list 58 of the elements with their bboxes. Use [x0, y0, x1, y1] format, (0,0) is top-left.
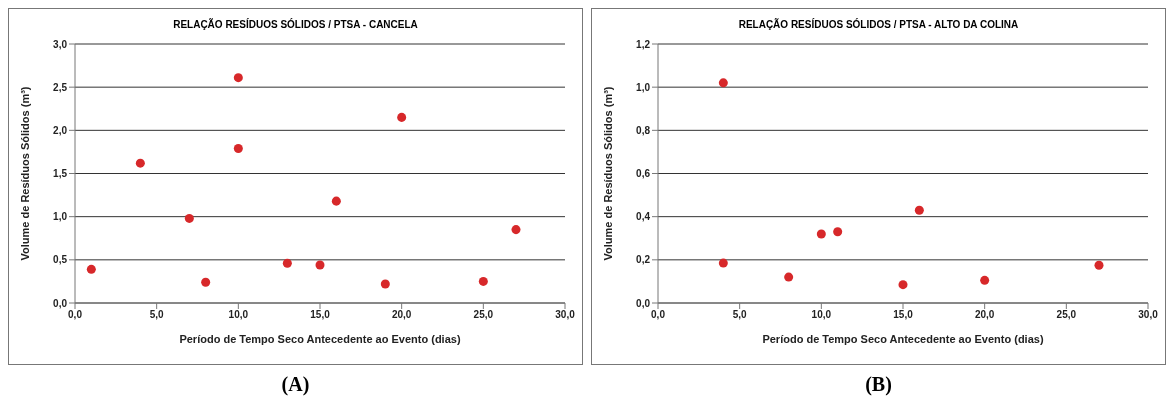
y-tick-label: 1,0: [53, 211, 68, 223]
point: [478, 276, 488, 286]
chart-title: RELAÇÃO RESÍDUOS SÓLIDOS / PTSA - ALTO DA COLINA: [737, 19, 1020, 30]
x-tick-label: 25,0: [1056, 309, 1077, 321]
point: [816, 229, 826, 239]
x-tick-label: 10,0: [811, 309, 832, 321]
y-tick-label: 0,8: [636, 124, 651, 136]
point: [898, 280, 908, 290]
point: [397, 112, 407, 122]
y-tick-label: 0,0: [53, 297, 68, 309]
y-tick-label: 0,2: [636, 254, 651, 266]
y-tick-label: 1,5: [53, 168, 68, 180]
x-tick-label: 10,0: [228, 309, 249, 321]
y-tick-label: 0,4: [636, 211, 651, 223]
text: (B): [865, 373, 892, 396]
y-tick-label: 0,6: [636, 168, 651, 180]
point: [86, 264, 96, 274]
x-tick-label: 15,0: [310, 309, 331, 321]
y-tick-label: 3,0: [53, 38, 68, 50]
point: [718, 258, 728, 268]
y-tick-label: 2,5: [53, 81, 68, 93]
x-tick-label: 0,0: [651, 309, 666, 321]
point: [718, 78, 728, 88]
y-tick-label: 0,5: [53, 254, 68, 266]
point: [914, 205, 924, 215]
chart-title: RELAÇÃO RESÍDUOS SÓLIDOS / PTSA - CANCELA: [172, 19, 419, 30]
x-axis-title: Período de Tempo Seco Antecedente ao Evento (dias): [762, 333, 1044, 345]
y-axis-title: Volume de Resíduos Sólidos (m³): [18, 86, 31, 261]
point: [331, 196, 341, 206]
x-tick-label: 0,0: [68, 309, 83, 321]
point: [1094, 260, 1104, 270]
y-axis-title: Volume de Resíduos Sólidos (m³): [601, 86, 614, 261]
x-tick-label: 20,0: [974, 309, 995, 321]
x-tick-label: 5,0: [149, 309, 165, 321]
point: [282, 258, 292, 268]
point: [980, 275, 990, 285]
x-tick-label: 25,0: [473, 309, 494, 321]
y-tick-label: 1,2: [636, 38, 651, 50]
x-tick-label: 5,0: [732, 309, 748, 321]
point: [511, 225, 521, 235]
x-tick-label: 30,0: [1138, 309, 1159, 321]
y-tick-label: 1,0: [636, 81, 651, 93]
point: [135, 158, 145, 168]
x-tick-label: 20,0: [391, 309, 412, 321]
y-tick-label: 2,0: [53, 124, 68, 136]
text: (A): [281, 373, 310, 396]
point: [201, 277, 211, 287]
point: [380, 279, 390, 289]
x-tick-label: 15,0: [893, 309, 914, 321]
x-tick-label: 30,0: [555, 309, 576, 321]
point: [233, 143, 243, 153]
point: [315, 260, 325, 270]
y-tick-label: 0,0: [636, 297, 651, 309]
point: [784, 272, 794, 282]
point: [184, 213, 194, 223]
x-axis-title: Período de Tempo Seco Antecedente ao Evento (dias): [179, 333, 461, 345]
point: [233, 73, 243, 83]
point: [833, 227, 843, 237]
